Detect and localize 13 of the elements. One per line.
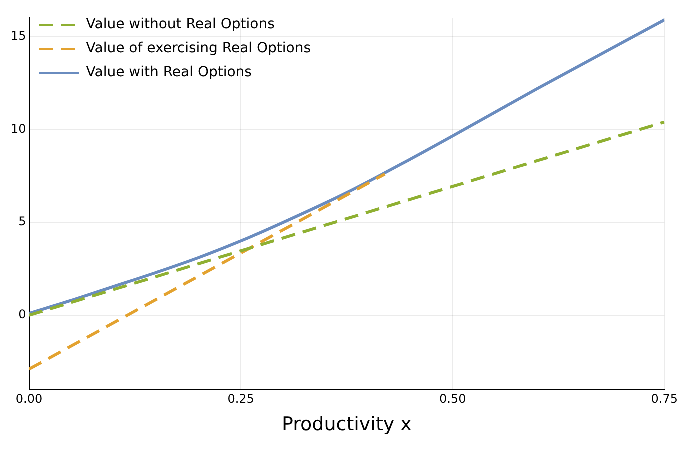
x-axis-title: Productivity x	[282, 414, 412, 436]
x-tick-label: 0.75	[651, 392, 678, 406]
y-tick-label: 10	[10, 122, 26, 136]
legend-label: Value with Real Options	[86, 64, 252, 81]
legend-label: Value without Real Options	[86, 16, 275, 33]
line-series	[29, 18, 665, 316]
y-tick-label: 5	[18, 214, 26, 229]
y-tick-label: 15	[10, 28, 26, 43]
x-tick-label: 0.25	[228, 392, 254, 406]
x-tick-label: 0.00	[16, 392, 43, 406]
x-tick-label: 0.50	[439, 392, 466, 406]
legend-label: Value of exercising Real Options	[86, 40, 312, 57]
y-tick-label: 0	[18, 308, 26, 322]
